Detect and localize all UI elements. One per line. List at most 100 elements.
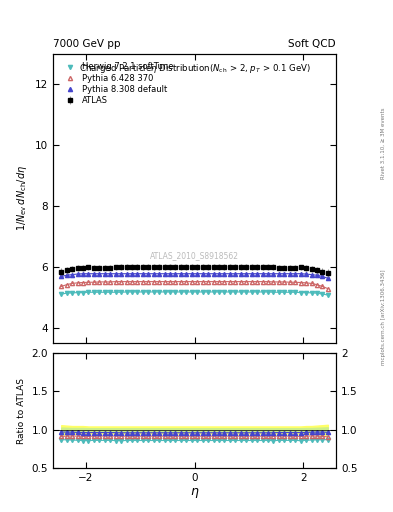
Herwig 7.2.1 softTune [173,289,178,295]
Herwig 7.2.1 softTune [271,289,276,295]
Text: Charged Particle$\eta$ Distribution($N_{\mathregular{ch}}$ > 2, $p_T$ > 0.1 GeV): Charged Particle$\eta$ Distribution($N_{… [79,62,310,75]
Herwig 7.2.1 softTune [217,289,221,295]
Herwig 7.2.1 softTune [244,289,249,295]
Herwig 7.2.1 softTune [206,289,211,295]
Pythia 6.428 370 [211,279,216,285]
Pythia 8.308 default [298,271,303,277]
Pythia 8.308 default [266,271,270,277]
Pythia 8.308 default [162,271,167,277]
Herwig 7.2.1 softTune [108,289,112,295]
Pythia 8.308 default [178,271,183,277]
Pythia 6.428 370 [309,281,314,287]
Pythia 6.428 370 [304,280,309,286]
Herwig 7.2.1 softTune [200,289,205,295]
Pythia 8.308 default [124,271,129,277]
Pythia 6.428 370 [320,284,325,290]
Herwig 7.2.1 softTune [282,289,286,295]
Pythia 6.428 370 [195,279,200,285]
Pythia 8.308 default [249,271,254,277]
Herwig 7.2.1 softTune [239,289,243,295]
Pythia 8.308 default [271,271,276,277]
Y-axis label: Ratio to ATLAS: Ratio to ATLAS [17,378,26,444]
Pythia 6.428 370 [103,279,107,285]
Pythia 8.308 default [293,271,298,277]
Pythia 8.308 default [287,271,292,277]
Herwig 7.2.1 softTune [260,289,265,295]
Text: 7000 GeV pp: 7000 GeV pp [53,38,121,49]
Pythia 8.308 default [97,271,102,277]
Herwig 7.2.1 softTune [86,289,91,295]
Pythia 8.308 default [113,271,118,277]
Pythia 6.428 370 [244,279,249,285]
Pythia 6.428 370 [282,279,286,285]
Pythia 6.428 370 [239,279,243,285]
Pythia 8.308 default [86,271,91,277]
Pythia 6.428 370 [173,279,178,285]
Pythia 8.308 default [233,271,238,277]
Pythia 6.428 370 [86,279,91,285]
Pythia 8.308 default [304,271,309,277]
Pythia 8.308 default [146,271,151,277]
Herwig 7.2.1 softTune [81,289,85,295]
Pythia 8.308 default [135,271,140,277]
Herwig 7.2.1 softTune [304,289,309,295]
Pythia 8.308 default [168,271,173,277]
Pythia 6.428 370 [228,279,232,285]
Pythia 6.428 370 [206,279,211,285]
Pythia 6.428 370 [315,282,320,288]
Herwig 7.2.1 softTune [287,289,292,295]
Herwig 7.2.1 softTune [130,289,134,295]
Pythia 8.308 default [81,271,85,277]
Pythia 6.428 370 [298,280,303,286]
Legend: Herwig 7.2.1 softTune, Pythia 6.428 370, Pythia 8.308 default, ATLAS: Herwig 7.2.1 softTune, Pythia 6.428 370,… [60,61,175,106]
Pythia 8.308 default [140,271,145,277]
Pythia 8.308 default [200,271,205,277]
Herwig 7.2.1 softTune [113,289,118,295]
Pythia 8.308 default [195,271,200,277]
Pythia 8.308 default [108,271,112,277]
Pythia 6.428 370 [271,279,276,285]
Herwig 7.2.1 softTune [309,290,314,296]
Text: mcplots.cern.ch [arXiv:1306.3436]: mcplots.cern.ch [arXiv:1306.3436] [381,270,386,365]
Herwig 7.2.1 softTune [103,289,107,295]
Herwig 7.2.1 softTune [162,289,167,295]
Pythia 6.428 370 [233,279,238,285]
Pythia 6.428 370 [277,279,281,285]
Herwig 7.2.1 softTune [75,289,80,295]
Pythia 8.308 default [244,271,249,277]
Herwig 7.2.1 softTune [119,289,123,295]
Herwig 7.2.1 softTune [157,289,162,295]
Pythia 6.428 370 [135,279,140,285]
Pythia 8.308 default [320,273,325,280]
Pythia 8.308 default [119,271,123,277]
Pythia 8.308 default [151,271,156,277]
Herwig 7.2.1 softTune [184,289,189,295]
Herwig 7.2.1 softTune [59,291,64,297]
Pythia 8.308 default [309,271,314,278]
Pythia 6.428 370 [59,284,64,290]
Herwig 7.2.1 softTune [315,290,320,296]
Pythia 8.308 default [173,271,178,277]
Pythia 8.308 default [217,271,221,277]
Pythia 6.428 370 [97,279,102,285]
Herwig 7.2.1 softTune [228,289,232,295]
Pythia 6.428 370 [260,279,265,285]
Pythia 6.428 370 [249,279,254,285]
Pythia 8.308 default [75,271,80,277]
Herwig 7.2.1 softTune [140,289,145,295]
Pythia 6.428 370 [113,279,118,285]
Pythia 8.308 default [130,271,134,277]
Pythia 6.428 370 [81,280,85,286]
Pythia 6.428 370 [75,280,80,286]
Herwig 7.2.1 softTune [64,290,69,296]
Line: Pythia 8.308 default: Pythia 8.308 default [59,272,330,281]
Pythia 8.308 default [103,271,107,277]
Herwig 7.2.1 softTune [124,289,129,295]
Herwig 7.2.1 softTune [92,289,96,295]
Pythia 6.428 370 [200,279,205,285]
Herwig 7.2.1 softTune [320,291,325,297]
Herwig 7.2.1 softTune [211,289,216,295]
Pythia 6.428 370 [140,279,145,285]
Pythia 8.308 default [239,271,243,277]
Pythia 6.428 370 [130,279,134,285]
